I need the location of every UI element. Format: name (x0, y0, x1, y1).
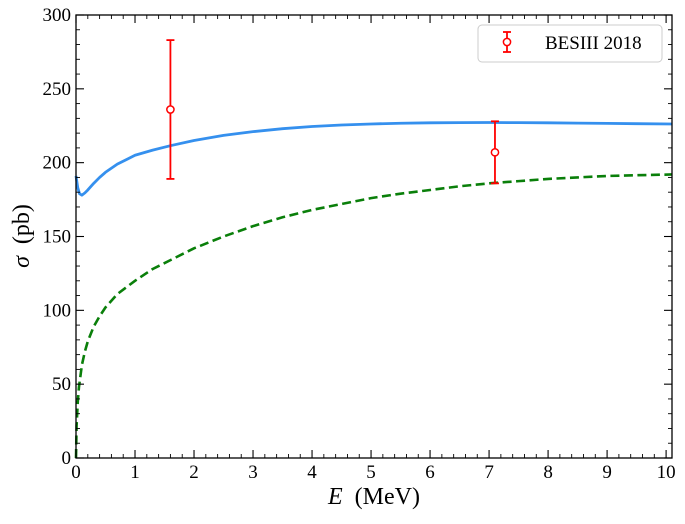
curves-layer (74, 121, 673, 459)
y-tick-label: 150 (43, 227, 72, 248)
x-tick-label: 9 (602, 462, 612, 483)
x-tick-label: 0 (71, 462, 81, 483)
plot-frame (75, 14, 673, 459)
y-tick-label: 200 (43, 153, 72, 174)
x-tick-label: 5 (366, 462, 376, 483)
y-tick-label: 300 (43, 5, 72, 26)
series-line-dashed (74, 173, 673, 459)
data-point-marker (490, 147, 500, 157)
legend-entry-label: BESIII 2018 (545, 33, 642, 54)
y-axis-label: σ (pb) (9, 204, 35, 268)
data-points-layer (166, 39, 500, 185)
data-point-group (166, 39, 175, 180)
x-tick-label: 1 (130, 462, 140, 483)
x-tick-label: 8 (543, 462, 553, 483)
x-tick-label: 6 (425, 462, 435, 483)
y-axis-unit: (pb) (9, 204, 35, 244)
legend-marker (502, 31, 512, 53)
legend-box (477, 24, 663, 63)
data-point-marker (166, 105, 175, 114)
y-tick-label: 100 (43, 300, 72, 321)
x-tick-label: 3 (248, 462, 258, 483)
y-tick-label: 250 (43, 79, 72, 100)
y-tick-label: 0 (62, 448, 72, 469)
x-tick-label: 2 (189, 462, 199, 483)
legend: BESIII 2018 (477, 24, 663, 63)
x-tick-label: 7 (484, 462, 494, 483)
x-axis-label: E (MeV) (327, 484, 420, 510)
x-tick-label: 4 (307, 462, 317, 483)
x-axis-variable: E (327, 484, 343, 510)
legend-point-marker (502, 37, 512, 47)
data-point-group (490, 120, 500, 185)
y-tick-label: 50 (52, 374, 71, 395)
x-tick-label: 10 (657, 462, 676, 483)
y-axis-variable: σ (9, 255, 35, 268)
x-axis-unit: (MeV) (355, 484, 420, 510)
series-line-solid (74, 121, 673, 197)
